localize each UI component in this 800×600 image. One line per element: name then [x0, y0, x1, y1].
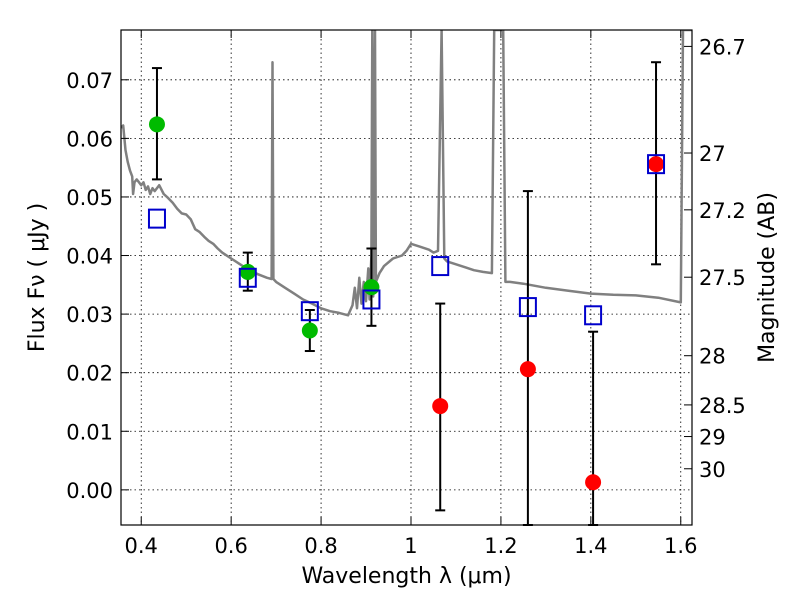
- right-tick-label: 28: [699, 345, 726, 369]
- x-tick-label: 1: [404, 534, 417, 558]
- right-tick-label: 26.7: [699, 35, 746, 59]
- y-tick-label: 0.06: [66, 127, 113, 151]
- right-tick-label: 27.2: [699, 199, 746, 223]
- x-tick-label: 0.6: [214, 534, 247, 558]
- data-point-square: [584, 305, 603, 326]
- right-tick-label: 28.5: [699, 394, 746, 418]
- model-spectrum-layer: [121, 30, 692, 317]
- tick-labels: 0.4 0.6 0.8 1 1.2 1.4 1.6 0.00 0.01 0.02 0.03 0.04 0…: [66, 35, 746, 558]
- data-point-circle: [519, 361, 536, 378]
- right-tick-label: 27: [699, 142, 726, 166]
- data-point-circle: [432, 398, 449, 415]
- y-tick-label: 0.02: [66, 362, 113, 386]
- right-axis-label: Magnitude (AB): [755, 192, 780, 363]
- y-axis-label: Flux Fν ( μJy ): [25, 203, 50, 352]
- data-point-circle: [148, 116, 165, 133]
- x-axis-label: Wavelength λ (μm): [301, 564, 511, 589]
- x-tick-label: 1.6: [664, 534, 697, 558]
- y-tick-label: 0.05: [66, 186, 113, 210]
- axis-ticks: [121, 30, 692, 525]
- right-tick-label: 30: [699, 458, 726, 482]
- x-tick-label: 1.2: [484, 534, 517, 558]
- plot-frame: [120, 29, 693, 526]
- data-point-square: [362, 289, 381, 310]
- data-point-square: [238, 267, 257, 288]
- data-point-square: [518, 297, 537, 318]
- data-point-circle: [301, 322, 318, 339]
- data-point-square: [300, 301, 319, 322]
- model-spectrum-line: [121, 30, 692, 317]
- data-point-circle: [363, 279, 380, 296]
- grid: [121, 30, 692, 525]
- right-tick-label: 27.5: [699, 266, 746, 290]
- y-tick-label: 0.03: [66, 303, 113, 327]
- x-tick-label: 0.8: [304, 534, 337, 558]
- data-point-square: [647, 154, 666, 175]
- y-tick-label: 0.01: [66, 420, 113, 444]
- data-point-circle: [648, 156, 665, 173]
- y-tick-label: 0.04: [66, 245, 113, 269]
- data-point-square: [147, 208, 166, 229]
- y-tick-label: 0.07: [66, 69, 113, 93]
- y-tick-label: 0.00: [66, 479, 113, 503]
- data-point-circle: [239, 263, 256, 280]
- right-tick-label: 29: [699, 426, 726, 450]
- marker-layer: [147, 116, 666, 491]
- data-point-circle: [585, 474, 602, 491]
- x-tick-label: 1.4: [574, 534, 607, 558]
- x-tick-label: 0.4: [125, 534, 158, 558]
- data-point-square: [431, 256, 450, 277]
